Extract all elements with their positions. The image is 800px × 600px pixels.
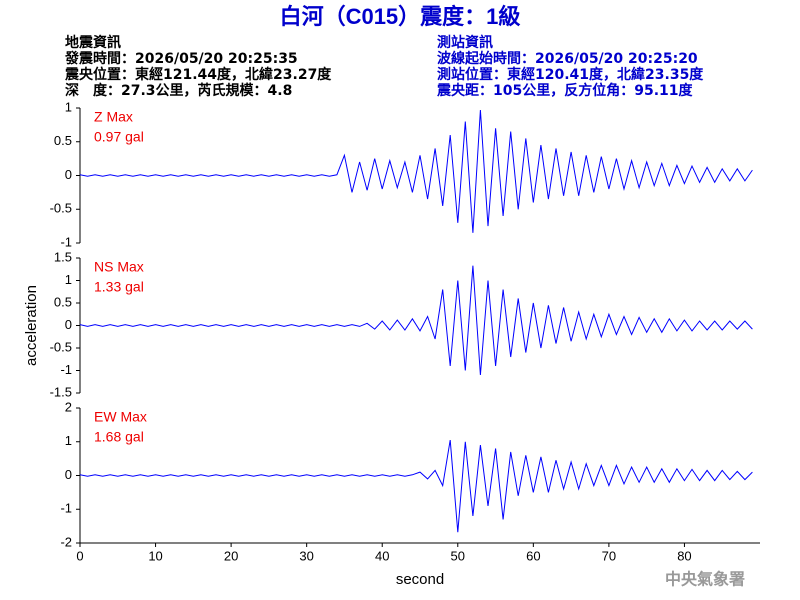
x-tick-label: 10 <box>148 548 162 563</box>
annotation: 1.68 gal <box>94 429 144 445</box>
annotation: 1.33 gal <box>94 279 144 295</box>
annotation: EW Max <box>94 409 147 425</box>
y-tick-label: -1.5 <box>50 384 72 399</box>
y-tick-label: 1 <box>65 433 72 448</box>
y-tick-label: 0.5 <box>54 133 72 148</box>
info-left: 深 度：27.3公里，芮氏規模：4.8 <box>65 82 292 99</box>
info-right: 測站資訊 <box>437 34 493 51</box>
y-tick-label: -1 <box>60 501 72 516</box>
info-right: 測站位置：東經120.41度，北緯23.35度 <box>437 66 704 83</box>
y-tick-label: -1 <box>60 362 72 377</box>
y-tick-label: 0 <box>65 167 72 182</box>
y-tick-label: 1.5 <box>54 249 72 264</box>
y-tick-label: 0 <box>65 467 72 482</box>
waveform <box>79 440 753 533</box>
info-left: 發震時間：2026/05/20 20:25:35 <box>64 50 298 67</box>
info-left: 震央位置：東經121.44度，北緯23.27度 <box>64 66 332 83</box>
annotation: NS Max <box>94 259 144 275</box>
annotation: Z Max <box>94 109 133 125</box>
x-tick-label: 30 <box>299 548 313 563</box>
y-tick-label: -2 <box>60 534 72 549</box>
info-right: 震央距：105公里，反方位角：95.11度 <box>436 82 694 99</box>
y-tick-label: 2 <box>65 399 72 414</box>
title: 白河（C015）震度：1級 <box>280 4 521 29</box>
x-tick-label: 40 <box>375 548 389 563</box>
y-tick-label: 1 <box>65 99 72 114</box>
y-axis-label: acceleration <box>23 285 40 366</box>
x-axis-label: second <box>396 571 444 588</box>
y-tick-label: 0.5 <box>54 294 72 309</box>
y-tick-label: -1 <box>60 234 72 249</box>
x-tick-label: 70 <box>602 548 616 563</box>
footer: 中央氣象署 <box>665 570 745 589</box>
y-tick-label: 0 <box>65 317 72 332</box>
waveform <box>79 109 753 233</box>
info-right: 波線起始時間：2026/05/20 20:25:20 <box>437 50 698 67</box>
annotation: 0.97 gal <box>94 129 144 145</box>
y-tick-label: 1 <box>65 272 72 287</box>
x-tick-label: 0 <box>76 548 83 563</box>
info-left: 地震資訊 <box>65 34 121 51</box>
y-tick-label: -0.5 <box>50 201 72 216</box>
x-tick-label: 20 <box>224 548 238 563</box>
x-tick-label: 50 <box>451 548 465 563</box>
waveform <box>79 265 753 376</box>
y-tick-label: -0.5 <box>50 339 72 354</box>
x-tick-label: 80 <box>677 548 691 563</box>
x-tick-label: 60 <box>526 548 540 563</box>
